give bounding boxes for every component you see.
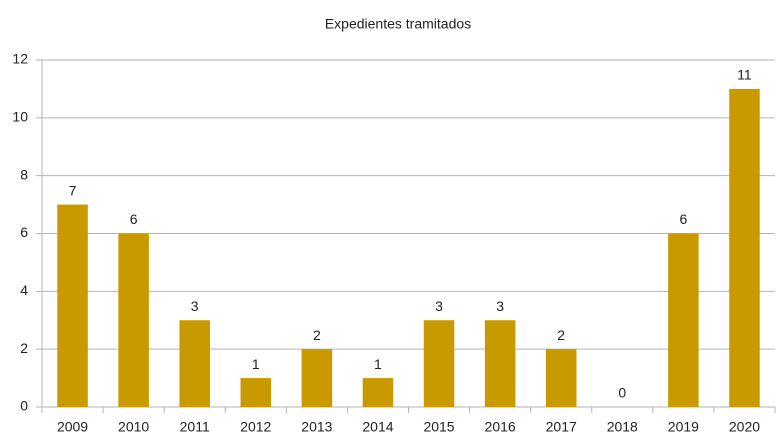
data-label: 11: [737, 67, 752, 83]
data-label: 3: [191, 298, 199, 314]
y-tick-label: 0: [20, 398, 28, 414]
data-label: 0: [618, 385, 626, 401]
x-tick-label: 2018: [607, 419, 638, 435]
x-tick-label: 2015: [423, 419, 454, 435]
x-tick-label: 2020: [729, 419, 760, 435]
bar: [118, 233, 149, 407]
data-label: 6: [130, 211, 138, 227]
data-label: 2: [313, 327, 321, 343]
bar: [484, 320, 516, 407]
bar: [240, 378, 272, 407]
chart-title: Expedientes tramitados: [325, 16, 471, 32]
y-tick-label: 10: [12, 109, 28, 125]
x-tick-label: 2017: [546, 419, 577, 435]
bar: [301, 349, 333, 407]
data-label: 6: [679, 211, 687, 227]
x-tick-label: 2016: [485, 419, 516, 435]
data-label: 3: [435, 298, 443, 314]
x-tick-label: 2019: [668, 419, 699, 435]
x-tick-label: 2013: [301, 419, 332, 435]
bar: [668, 233, 699, 407]
y-tick-label: 2: [20, 340, 28, 356]
data-label: 7: [69, 182, 77, 198]
data-label: 1: [252, 356, 260, 372]
bar: [179, 320, 210, 407]
x-tick-label: 2011: [180, 419, 210, 435]
y-tick-label: 4: [20, 282, 28, 298]
bar: [729, 88, 760, 408]
x-tick-label: 2014: [362, 419, 393, 435]
data-label: 1: [374, 356, 382, 372]
x-tick-label: 2009: [57, 419, 88, 435]
y-tick-label: 6: [20, 224, 28, 240]
bar: [362, 378, 394, 407]
bar: [57, 204, 88, 407]
x-tick-label: 2010: [118, 419, 149, 435]
x-tick-label: 2012: [240, 419, 271, 435]
bar: [545, 349, 577, 407]
data-label: 2: [557, 327, 565, 343]
y-tick-label: 8: [20, 166, 28, 182]
bar: [423, 320, 455, 407]
data-label: 3: [496, 298, 504, 314]
y-tick-label: 12: [12, 51, 28, 67]
